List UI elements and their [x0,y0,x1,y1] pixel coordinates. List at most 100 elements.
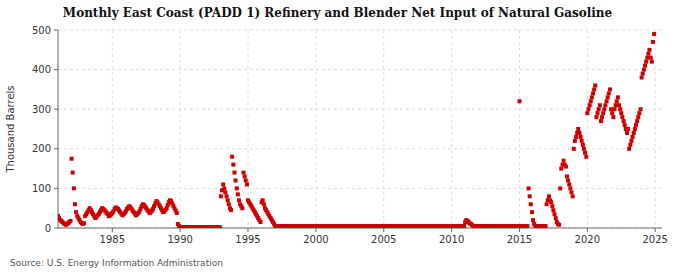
y-tick-label: 200 [32,143,51,154]
point [648,48,652,52]
point [571,194,575,198]
point [71,171,75,175]
point [584,155,588,159]
y-tick-label: 100 [32,183,51,194]
x-tick [519,228,520,232]
point [558,186,562,190]
point [550,204,554,208]
point [72,186,76,190]
point [549,200,553,204]
point [557,223,561,227]
axes: 1985199019952000200520102015202020250100… [32,25,668,246]
point [232,171,236,175]
x-tick [180,228,181,232]
point [259,220,263,224]
point [517,99,521,103]
point [231,163,235,167]
point [598,103,602,107]
point [223,190,227,194]
y-tick-label: 400 [32,64,51,75]
point [608,87,612,91]
point [553,212,557,216]
point [610,111,614,115]
point [618,107,622,111]
grid [58,30,662,228]
point [569,190,573,194]
point [229,208,233,212]
point [245,182,249,186]
point [602,107,606,111]
point [649,56,653,60]
point [559,167,563,171]
point [567,182,571,186]
point [641,72,645,76]
point [230,155,234,159]
point [642,68,646,72]
point [530,210,534,214]
point [603,103,607,107]
point [635,119,639,123]
point [572,147,576,151]
x-tick [383,228,384,232]
point [568,186,572,190]
point [626,127,630,131]
point [592,87,596,91]
point [599,119,603,123]
point [588,103,592,107]
point [70,157,74,161]
point [600,115,604,119]
point [551,208,555,212]
point [564,165,568,169]
x-tick-label: 1995 [235,234,260,245]
point [527,186,531,190]
point [579,135,583,139]
point [620,115,624,119]
point [646,52,650,56]
point [623,123,627,127]
x-tick [587,228,588,232]
point [525,224,529,228]
source-note: Source: U.S. Energy Information Administ… [10,258,223,268]
point [611,115,615,119]
point [544,224,548,228]
x-grid-line [451,30,452,228]
x-tick [248,228,249,232]
point [606,95,610,99]
point [612,107,616,111]
point [628,143,632,147]
x-tick [315,228,316,232]
y-tick [54,109,58,110]
point [615,99,619,103]
point [562,159,566,163]
chart-container: 1985199019952000200520102015202020250100… [0,0,675,275]
point [590,95,594,99]
x-grid-line [587,30,588,228]
y-tick-label: 300 [32,104,51,115]
x-tick-label: 1990 [167,234,192,245]
point [222,186,226,190]
point [227,202,231,206]
point [74,210,78,214]
point [576,127,580,131]
point [619,111,623,115]
point [225,194,229,198]
point [244,178,248,182]
point [580,139,584,143]
point [226,198,230,202]
point [650,60,654,64]
y-grid-line [58,148,662,149]
point [82,221,86,225]
y-tick-label: 500 [32,25,51,36]
point [261,198,265,202]
x-grid-line [383,30,384,228]
point [234,178,238,182]
point [644,60,648,64]
point [616,95,620,99]
point [605,99,609,103]
y-tick [54,69,58,70]
x-tick-label: 2000 [303,234,328,245]
point [622,119,626,123]
point [591,91,595,95]
point [639,107,643,111]
point [627,147,631,151]
